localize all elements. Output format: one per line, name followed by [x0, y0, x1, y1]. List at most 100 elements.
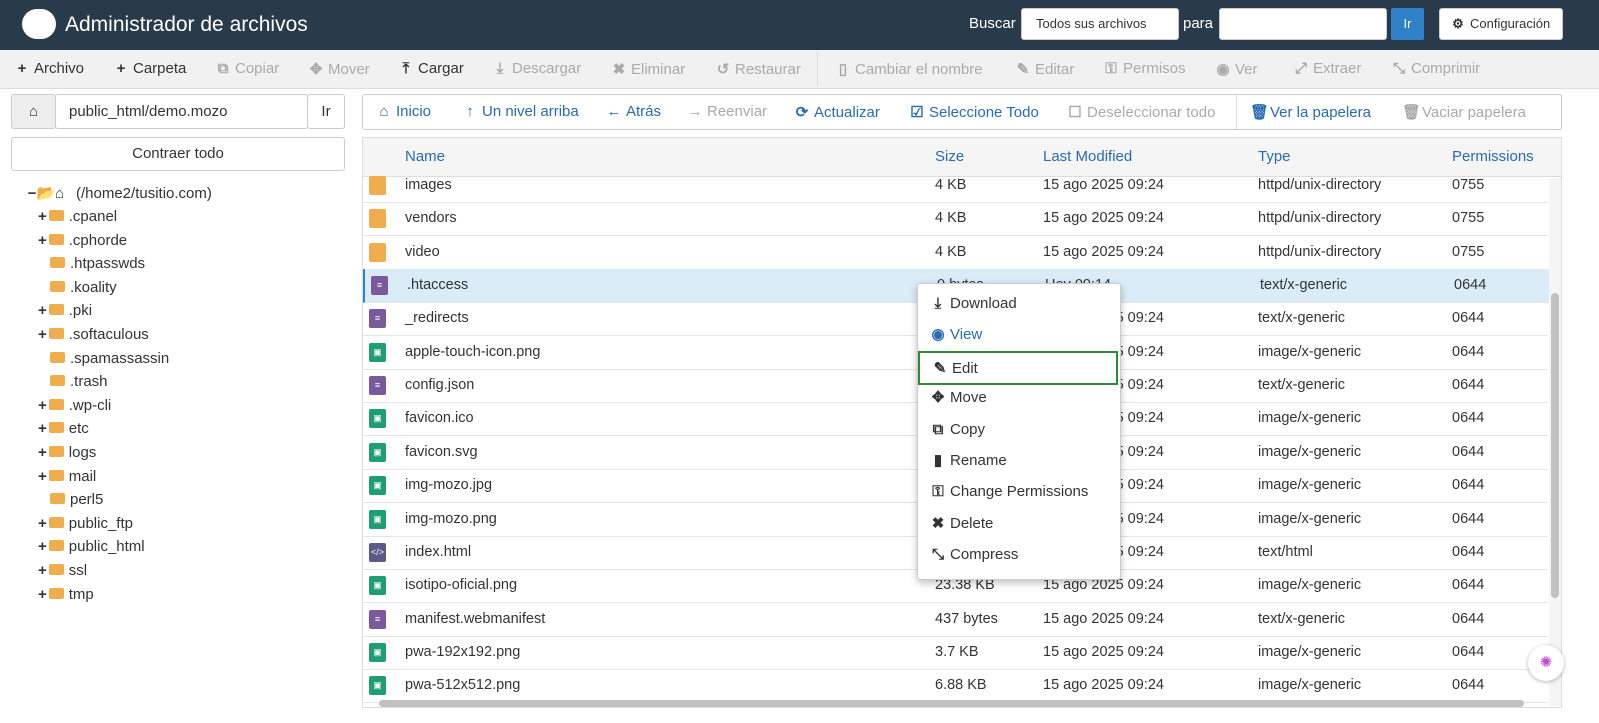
file-row[interactable]: ▣ pwa-512x512.png 6.88 KB 15 ago 2025 09:24… [363, 669, 1548, 704]
cell: image/x-generic [1258, 510, 1362, 527]
tree-item[interactable]: .trash [50, 373, 108, 390]
collapse-button[interactable]: Contraer todo [11, 137, 345, 171]
nav-button[interactable]: → Reenviar [687, 103, 768, 120]
file-icon: ≡ [371, 276, 388, 296]
toolbar-button[interactable]: ✖ Eliminar [612, 61, 686, 78]
folder-icon: + [38, 538, 69, 555]
file-icon: ▣ [369, 576, 386, 596]
tree-item[interactable]: .koality [50, 279, 117, 296]
toolbar-button[interactable]: ⤡ Comprimir [1392, 60, 1481, 77]
search-scope[interactable]: Todos sus archivos [1021, 8, 1179, 40]
context-menu-item[interactable]: ✖ Delete [931, 514, 994, 532]
cell: 15 ago 2025 09:24 [1043, 677, 1164, 694]
toolbar-button[interactable]: + Carpeta [116, 60, 187, 77]
file-row[interactable]: ▣ isotipo-oficial.png 23.38 KB 15 ago 2025 … [363, 569, 1548, 604]
home-button[interactable]: ⌂ [11, 94, 56, 129]
v-scroll-thumb[interactable] [1551, 293, 1559, 598]
toolbar-button[interactable]: ◉ Ver [1216, 61, 1258, 78]
file-row[interactable]: images 4 KB 15 ago 2025 09:24 httpd/unix-di… [363, 169, 1548, 203]
nav-button[interactable]: ⟳ Actualizar [795, 104, 880, 121]
cell: image/x-generic [1258, 643, 1362, 660]
tree-item[interactable]: + tmp [38, 585, 94, 603]
file-row[interactable]: ≡ manifest.webmanifest 437 bytes 15 ago 202… [363, 603, 1548, 637]
tree-item[interactable]: + mail [38, 467, 97, 485]
toolbar-button[interactable]: ⧉ Copiar [217, 60, 280, 77]
cell: 0644 [1452, 443, 1485, 460]
search-label: Buscar [969, 15, 1016, 32]
nav-button[interactable]: ↑ Un nivel arriba [466, 103, 579, 120]
toolbar-button[interactable]: ✥ Mover [309, 61, 370, 78]
cell: favicon.svg [405, 443, 478, 460]
tree-item[interactable]: .htpasswds [50, 255, 145, 272]
h-scroll-thumb[interactable] [379, 700, 1524, 707]
tree-item[interactable]: + public_ftp [38, 514, 133, 532]
folder-icon [50, 255, 70, 272]
tree-item[interactable]: + etc [38, 420, 89, 438]
toolbar-button[interactable]: ⤢ Extraer [1294, 60, 1362, 77]
toolbar-button[interactable]: ✎ Editar [1016, 61, 1075, 78]
tree-item[interactable]: + .cpanel [38, 208, 118, 225]
tree-item[interactable]: perl5 [50, 491, 103, 508]
cell: 0644 [1452, 410, 1485, 427]
nav-button[interactable]: ☐ Deseleccionar todo [1068, 104, 1216, 121]
context-menu-item[interactable]: ⤓ Download [934, 295, 1017, 312]
cell: video [405, 243, 440, 260]
search-go[interactable]: Ir [1391, 8, 1424, 40]
cell: 4 KB [935, 210, 967, 227]
context-menu-item[interactable]: ✎ Edit [918, 350, 1118, 385]
cell: 4 KB [935, 243, 967, 260]
path-input[interactable]: public_html/demo.mozo [55, 94, 308, 129]
tree-item[interactable]: .spamassassin [50, 350, 169, 367]
nav-button[interactable]: ⌂ Inicio [379, 103, 432, 120]
file-icon [369, 209, 386, 229]
cell: 0644 [1454, 277, 1487, 294]
tree-item[interactable]: + .cphorde [38, 231, 128, 249]
toolbar-button[interactable]: ↺ Restaurar [716, 61, 801, 78]
nav-button[interactable]: 🗑Vaciar papelera [1402, 104, 1526, 121]
column-header[interactable]: Size [935, 148, 965, 165]
file-icon: ≡ [369, 376, 386, 396]
context-menu-item[interactable]: ▮ Rename [933, 452, 1007, 469]
column-header[interactable]: Last Modified [1043, 148, 1133, 165]
settings-button[interactable]: ⚙ Configuración [1439, 8, 1563, 40]
nav-button[interactable]: ☑ Seleccione Todo [910, 104, 1039, 121]
context-menu-item[interactable]: ✥ Move [931, 389, 987, 407]
column-header[interactable]: Permissions [1452, 148, 1534, 165]
search-input[interactable] [1219, 8, 1387, 40]
tree-item[interactable]: + logs [38, 444, 97, 461]
context-menu-item[interactable]: ⤡ Compress [931, 546, 1019, 564]
nav-button[interactable]: ← Atrás [606, 103, 662, 120]
toolbar-button[interactable]: ⤓ Descargar [496, 60, 582, 77]
path-go[interactable]: Ir [307, 94, 345, 129]
tree-item[interactable]: + public_html [38, 538, 145, 556]
cell: 15 ago 2025 09:24 [1043, 210, 1164, 227]
context-menu-item[interactable]: ⧉ Copy [932, 420, 986, 438]
toolbar-button[interactable]: + Archivo [17, 60, 85, 77]
cell: _redirects [405, 310, 469, 327]
tree-root[interactable]: −📂⌂ (/home2/tusitio.com) [27, 185, 212, 202]
context-menu-item[interactable]: ⚿ Change Permissions [932, 483, 1089, 501]
tree-item[interactable]: + .softaculous [38, 326, 149, 343]
cell: 0755 [1452, 243, 1485, 260]
cell: image/x-generic [1258, 410, 1362, 427]
nav-button[interactable]: 🗑Ver la papelera [1250, 104, 1371, 121]
context-menu-item[interactable]: ◉ View [931, 326, 983, 344]
cell: isotipo-oficial.png [405, 577, 518, 594]
cell: 0644 [1452, 477, 1485, 494]
cell: pwa-192x192.png [405, 643, 521, 660]
cell: apple-touch-icon.png [405, 343, 541, 360]
context-menu: ⤓ Download ◉ View ✎ Edit ✥ Move ⧉ Copy ▮ Rename ⚿ Cha… [917, 283, 1121, 580]
cell: img-mozo.jpg [405, 477, 493, 494]
toolbar-button[interactable]: ⚿ Permisos [1105, 60, 1186, 77]
file-row[interactable]: ▣ pwa-192x192.png 3.7 KB 15 ago 2025 09:24 i… [363, 636, 1548, 670]
tree-item[interactable]: + .pki [38, 302, 93, 320]
tree-item[interactable]: + .wp-cli [38, 396, 112, 414]
column-header[interactable]: Name [405, 148, 446, 165]
toolbar-button[interactable]: ▯ Cambiar el nombre [838, 61, 983, 78]
file-row[interactable]: video 4 KB 15 ago 2025 09:24 httpd/unix-dir… [363, 236, 1548, 270]
tree-item[interactable]: + ssl [38, 562, 88, 579]
column-header[interactable]: Type [1258, 148, 1291, 165]
file-row[interactable]: vendors 4 KB 15 ago 2025 09:24 httpd/unix-d… [363, 202, 1548, 237]
toolbar-button[interactable]: ⤒ Cargar [402, 60, 464, 77]
assistant-button[interactable]: ✺ [1528, 645, 1564, 681]
